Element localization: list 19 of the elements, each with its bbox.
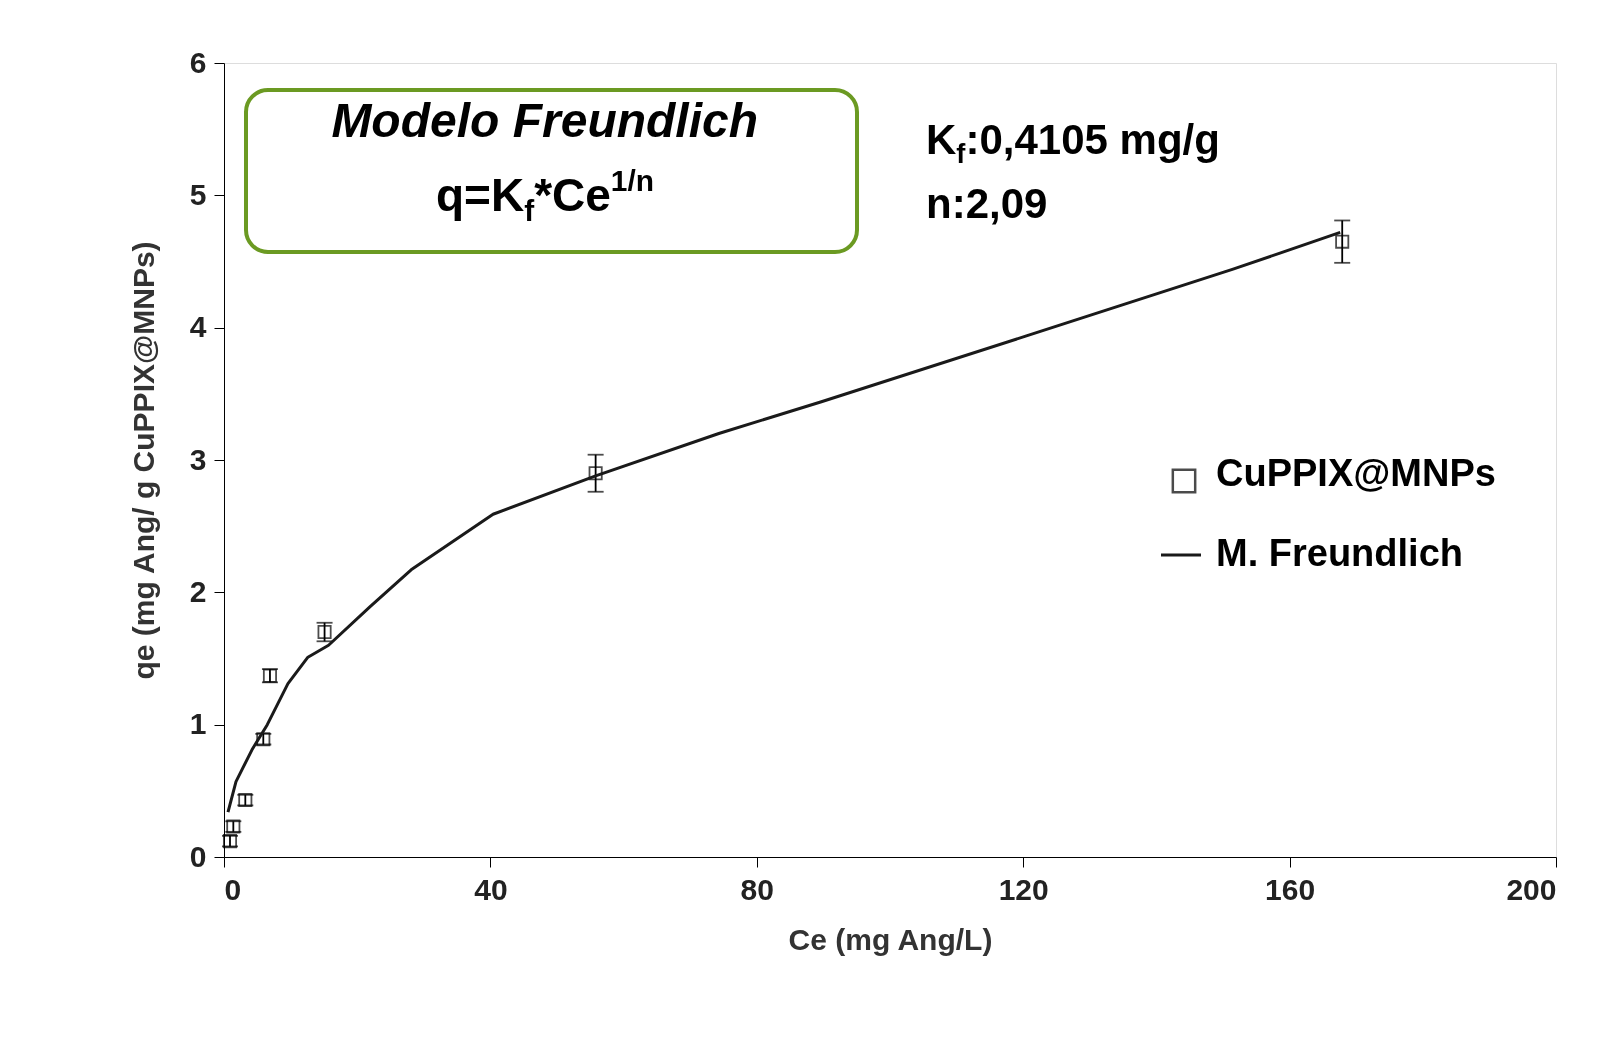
x-tick-label: 40 [474, 872, 508, 906]
x-tick-label: 120 [998, 872, 1049, 906]
y-tick-label: 4 [189, 310, 207, 344]
x-tick-label: 0 [224, 872, 242, 906]
x-tick-label: 160 [1265, 872, 1316, 906]
y-tick-label: 0 [189, 839, 207, 873]
y-tick-label: 6 [189, 45, 207, 79]
y-axis-title: qe (mg Ang/ g CuPPIX@MNPs) [126, 241, 160, 680]
x-tick-label: 80 [740, 872, 774, 906]
y-tick-label: 3 [189, 442, 207, 476]
y-tick-label: 1 [189, 707, 207, 741]
y-tick-label: 5 [189, 177, 207, 211]
annotation: Modelo Freundlich [331, 94, 759, 147]
y-tick-label: 2 [189, 574, 207, 608]
annotation: n:2,09 [926, 180, 1048, 227]
x-axis-title: Ce (mg Ang/L) [788, 922, 993, 956]
x-tick-label: 200 [1506, 872, 1557, 906]
legend-label: M. Freundlich [1216, 532, 1463, 574]
legend-label: CuPPIX@MNPs [1216, 452, 1496, 494]
